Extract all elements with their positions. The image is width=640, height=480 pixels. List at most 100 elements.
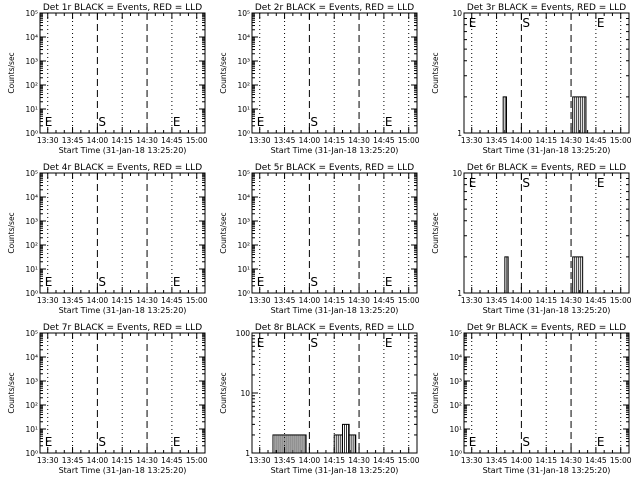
y-tick-label: 10¹ bbox=[237, 265, 250, 274]
x-tick-label: 14:30 bbox=[136, 136, 158, 145]
chart-title: Det 6r BLACK = Events, RED = LLD bbox=[467, 163, 626, 173]
x-tick-label: 13:30 bbox=[461, 296, 483, 305]
event-marker-end: E bbox=[173, 275, 181, 289]
x-tick-label: 14:45 bbox=[161, 136, 183, 145]
x-axis-label: Start Time (31-Jan-18 13:25:20) bbox=[59, 306, 187, 315]
x-tick-label: 13:30 bbox=[37, 136, 59, 145]
y-tick-label: 10¹ bbox=[237, 105, 250, 114]
y-tick-label: 10⁴ bbox=[237, 193, 250, 202]
chart-title: Det 3r BLACK = Events, RED = LLD bbox=[467, 3, 626, 13]
x-tick-label: 13:45 bbox=[486, 136, 508, 145]
event-marker-end: E bbox=[469, 435, 477, 449]
y-tick-label: 10⁴ bbox=[25, 193, 38, 202]
chart-panel: Det 4r BLACK = Events, RED = LLD 10⁰ 10¹ 10… bbox=[7, 163, 208, 315]
event-marker-end: E bbox=[45, 115, 53, 129]
x-tick-label: 14:15 bbox=[323, 456, 345, 465]
x-tick-label: 14:45 bbox=[373, 456, 395, 465]
x-tick-label: 15:00 bbox=[398, 136, 420, 145]
x-tick-label: 14:15 bbox=[535, 296, 557, 305]
y-tick-label: 10² bbox=[25, 241, 38, 250]
y-tick-label: 100 bbox=[236, 329, 251, 338]
y-tick-label: 10³ bbox=[237, 217, 250, 226]
x-axis-label: Start Time (31-Jan-18 13:25:20) bbox=[59, 466, 187, 475]
x-axis-label: Start Time (31-Jan-18 13:25:20) bbox=[271, 146, 399, 155]
x-tick-label: 14:15 bbox=[323, 296, 345, 305]
y-tick-label: 10¹ bbox=[25, 425, 38, 434]
event-marker-end: E bbox=[469, 176, 477, 190]
chart-title: Det 2r BLACK = Events, RED = LLD bbox=[255, 3, 414, 13]
event-marker-end: E bbox=[257, 115, 265, 129]
y-axis-label: Counts/sec bbox=[219, 212, 228, 253]
y-tick-label: 10⁰ bbox=[25, 289, 38, 298]
y-tick-label: 10² bbox=[237, 241, 250, 250]
x-tick-label: 13:45 bbox=[62, 456, 84, 465]
y-tick-label: 10¹ bbox=[449, 425, 462, 434]
x-tick-label: 14:45 bbox=[161, 456, 183, 465]
y-tick-label: 10⁵ bbox=[449, 329, 462, 338]
y-tick-label: 10⁴ bbox=[237, 33, 250, 42]
count-bar bbox=[504, 256, 509, 294]
x-tick-label: 14:30 bbox=[560, 136, 582, 145]
event-marker-start: S bbox=[310, 115, 318, 129]
x-tick-label: 13:30 bbox=[249, 296, 271, 305]
chart-panel: Det 1r BLACK = Events, RED = LLD 10⁰ 10¹ 10… bbox=[7, 3, 208, 155]
x-tick-label: 14:30 bbox=[136, 456, 158, 465]
chart-title: Det 9r BLACK = Events, RED = LLD bbox=[467, 323, 626, 333]
x-tick-label: 14:00 bbox=[511, 456, 533, 465]
chart-panel: Det 9r BLACK = Events, RED = LLD 10⁰ 10¹ 10… bbox=[431, 323, 632, 475]
x-tick-label: 15:00 bbox=[186, 296, 208, 305]
event-marker-end: E bbox=[597, 176, 605, 190]
event-marker-end: E bbox=[45, 435, 53, 449]
y-tick-label: 10⁴ bbox=[449, 353, 462, 362]
y-tick-label: 10⁴ bbox=[25, 33, 38, 42]
x-tick-label: 14:15 bbox=[323, 136, 345, 145]
event-marker-end: E bbox=[257, 275, 265, 289]
x-tick-label: 14:00 bbox=[511, 296, 533, 305]
x-tick-label: 14:00 bbox=[511, 136, 533, 145]
x-tick-label: 13:45 bbox=[486, 296, 508, 305]
y-tick-label: 10² bbox=[449, 401, 462, 410]
y-tick-label: 1 bbox=[457, 289, 462, 298]
x-tick-label: 13:45 bbox=[274, 296, 296, 305]
x-tick-label: 15:00 bbox=[610, 296, 632, 305]
y-tick-label: 10⁵ bbox=[237, 169, 250, 178]
y-axis-label: Counts/sec bbox=[431, 372, 440, 413]
chart-panel: Det 5r BLACK = Events, RED = LLD 10⁰ 10¹ 10… bbox=[219, 163, 420, 315]
x-tick-label: 14:30 bbox=[348, 296, 370, 305]
y-tick-label: 10¹ bbox=[25, 105, 38, 114]
x-tick-label: 14:15 bbox=[111, 296, 133, 305]
y-tick-label: 10⁰ bbox=[449, 449, 462, 458]
x-tick-label: 15:00 bbox=[398, 296, 420, 305]
x-tick-label: 13:30 bbox=[461, 136, 483, 145]
chart-title: Det 8r BLACK = Events, RED = LLD bbox=[255, 323, 414, 333]
event-marker-start: S bbox=[522, 435, 530, 449]
y-tick-label: 10⁰ bbox=[25, 449, 38, 458]
event-marker-start: S bbox=[98, 435, 106, 449]
event-marker-start: S bbox=[98, 115, 106, 129]
event-marker-start: S bbox=[98, 275, 106, 289]
event-marker-end: E bbox=[597, 16, 605, 30]
y-tick-label: 10⁰ bbox=[25, 129, 38, 138]
chart-panel: Det 6r BLACK = Events, RED = LLD 1 10 13:30… bbox=[431, 163, 632, 315]
y-axis-label: Counts/sec bbox=[431, 52, 440, 93]
y-tick-label: 10 bbox=[452, 9, 462, 18]
y-axis-label: Counts/sec bbox=[7, 212, 16, 253]
x-axis-label: Start Time (31-Jan-18 13:25:20) bbox=[483, 466, 611, 475]
y-tick-label: 10³ bbox=[449, 377, 462, 386]
count-bar bbox=[572, 96, 587, 134]
event-marker-end: E bbox=[385, 115, 393, 129]
event-marker-end: E bbox=[385, 336, 393, 350]
y-tick-label: 1 bbox=[245, 449, 250, 458]
x-tick-label: 13:30 bbox=[37, 296, 59, 305]
event-marker-end: E bbox=[385, 275, 393, 289]
x-tick-label: 14:30 bbox=[136, 296, 158, 305]
x-tick-label: 13:45 bbox=[274, 136, 296, 145]
x-tick-label: 14:15 bbox=[535, 456, 557, 465]
event-marker-end: E bbox=[469, 16, 477, 30]
x-axis-label: Start Time (31-Jan-18 13:25:20) bbox=[483, 146, 611, 155]
x-axis-label: Start Time (31-Jan-18 13:25:20) bbox=[59, 146, 187, 155]
x-tick-label: 15:00 bbox=[398, 456, 420, 465]
x-tick-label: 13:30 bbox=[249, 456, 271, 465]
chart-panel: Det 7r BLACK = Events, RED = LLD 10⁰ 10¹ 10… bbox=[7, 323, 208, 475]
x-axis-label: Start Time (31-Jan-18 13:25:20) bbox=[271, 306, 399, 315]
